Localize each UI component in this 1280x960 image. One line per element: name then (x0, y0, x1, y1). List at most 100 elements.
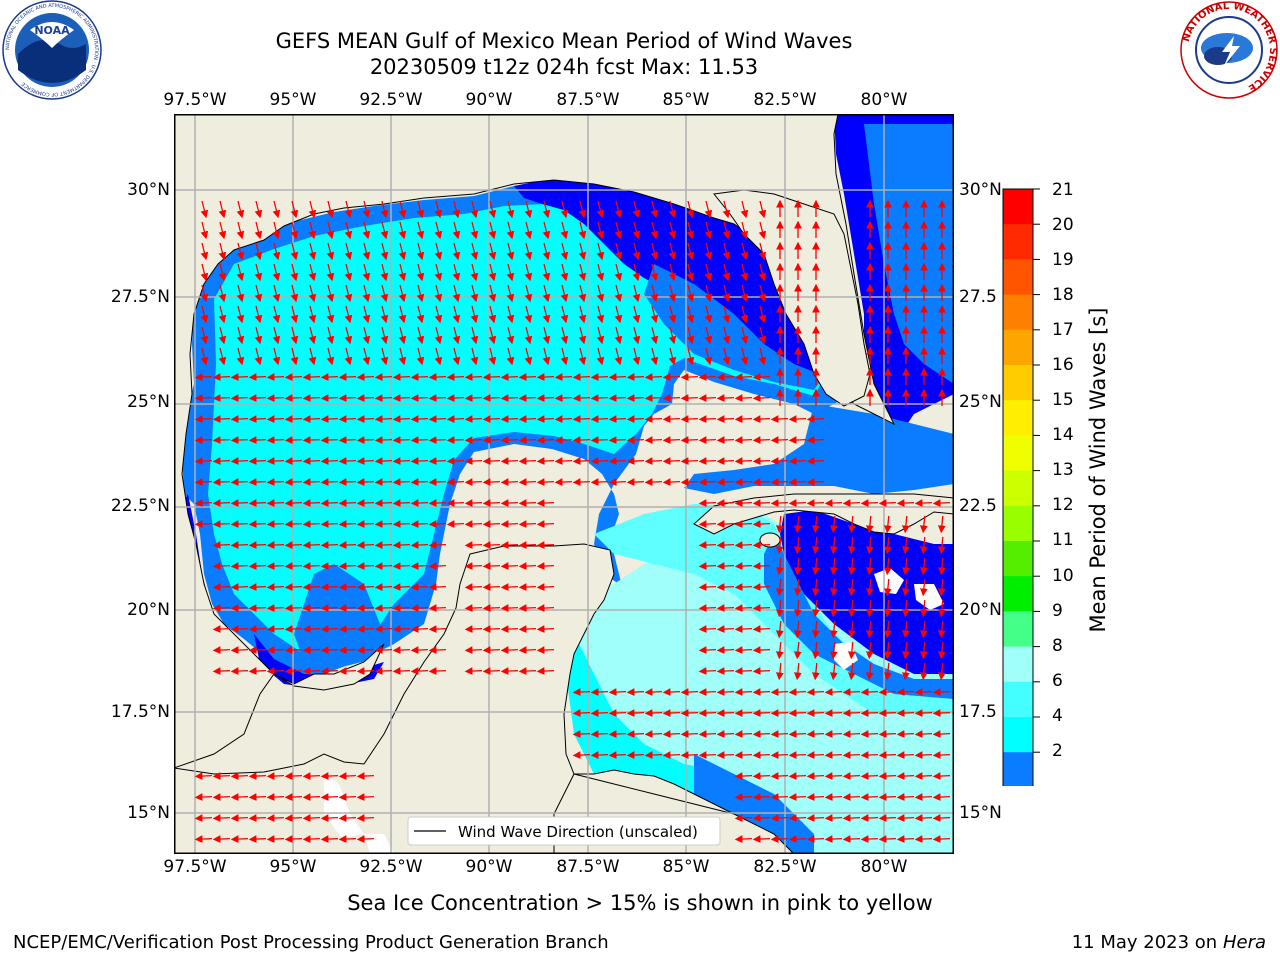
wave-direction-arrow (212, 583, 231, 591)
wave-direction-arrow (632, 284, 641, 303)
wave-direction-arrow (446, 394, 465, 402)
wave-direction-arrow (482, 562, 501, 570)
wave-direction-arrow (644, 709, 663, 717)
wave-direction-arrow (434, 305, 443, 324)
wave-direction-arrow (416, 221, 425, 240)
wave-direction-arrow (793, 620, 802, 639)
wave-direction-arrow (734, 457, 753, 465)
colorbar-tick: 17 (1052, 320, 1074, 340)
wave-direction-arrow (734, 583, 753, 591)
wave-direction-arrow (194, 814, 213, 822)
wave-direction-arrow (230, 604, 249, 612)
wave-direction-arrow (578, 200, 587, 219)
wave-direction-arrow (811, 641, 820, 660)
wave-direction-arrow (614, 347, 623, 366)
wave-direction-arrow (452, 326, 461, 345)
wave-direction-arrow (824, 772, 843, 780)
wave-direction-arrow (752, 772, 771, 780)
lon-label-bottom: 92.5°W (359, 857, 423, 877)
wave-direction-arrow (230, 499, 249, 507)
wave-direction-arrow (410, 457, 429, 465)
wave-direction-arrow (668, 263, 677, 282)
wave-direction-arrow (500, 415, 519, 423)
wave-direction-arrow (932, 793, 951, 801)
wave-direction-arrow (542, 200, 551, 219)
wave-direction-arrow (428, 625, 447, 633)
wave-direction-arrow (266, 583, 285, 591)
wave-direction-arrow (362, 347, 371, 366)
wave-direction-arrow (758, 305, 767, 324)
wave-direction-arrow (320, 793, 339, 801)
wave-direction-arrow (560, 284, 569, 303)
wave-direction-arrow (650, 221, 659, 240)
wave-direction-arrow (896, 751, 915, 759)
wave-direction-arrow (200, 242, 209, 261)
wave-direction-arrow (680, 436, 699, 444)
wave-direction-arrow (518, 415, 537, 423)
wave-direction-arrow (272, 284, 281, 303)
wave-direction-arrow (626, 415, 645, 423)
wave-direction-arrow (578, 347, 587, 366)
wave-direction-arrow (932, 730, 951, 738)
wave-direction-arrow (536, 436, 555, 444)
wave-direction-arrow (896, 730, 915, 738)
wave-direction-arrow (446, 457, 465, 465)
wave-direction-arrow (536, 457, 555, 465)
svg-text:NOAA: NOAA (34, 24, 70, 37)
wave-direction-arrow (662, 373, 681, 381)
wave-direction-arrow (716, 562, 735, 570)
wave-direction-arrow (644, 730, 663, 738)
wave-direction-arrow (236, 221, 245, 240)
wave-direction-arrow (542, 242, 551, 261)
wave-direction-arrow (811, 578, 820, 597)
wave-direction-arrow (248, 814, 267, 822)
wave-direction-arrow (842, 793, 861, 801)
wave-direction-arrow (218, 326, 227, 345)
wave-direction-arrow (248, 646, 267, 654)
wave-direction-arrow (266, 667, 285, 675)
wave-direction-arrow (500, 457, 519, 465)
wave-direction-arrow (218, 221, 227, 240)
wave-direction-arrow (398, 200, 407, 219)
wave-direction-arrow (572, 751, 591, 759)
wave-direction-arrow (686, 347, 695, 366)
wave-direction-arrow (770, 478, 789, 486)
wave-direction-arrow (506, 305, 515, 324)
wave-direction-arrow (680, 730, 699, 738)
wave-direction-arrow (392, 436, 411, 444)
wave-direction-arrow (596, 284, 605, 303)
colorbar-segment (1003, 470, 1033, 507)
wave-direction-arrow (919, 620, 928, 639)
wave-direction-arrow (302, 625, 321, 633)
wave-direction-arrow (698, 730, 717, 738)
wave-direction-arrow (698, 394, 717, 402)
wave-direction-arrow (650, 284, 659, 303)
wave-direction-arrow (932, 814, 951, 822)
lat-label-right: 30°N (959, 180, 1002, 200)
colorbar-segment (1003, 505, 1033, 542)
wave-direction-arrow (578, 263, 587, 282)
wave-direction-arrow (428, 541, 447, 549)
colorbar-segment (1003, 717, 1033, 753)
lat-label-left: 25°N (127, 392, 170, 412)
wave-direction-arrow (356, 520, 375, 528)
wave-direction-arrow (829, 662, 838, 681)
wave-direction-arrow (793, 515, 802, 534)
wave-direction-arrow (716, 625, 735, 633)
wave-direction-arrow (788, 436, 807, 444)
wave-direction-arrow (758, 347, 767, 366)
wave-direction-arrow (775, 557, 784, 576)
wave-direction-arrow (362, 242, 371, 261)
wave-direction-arrow (626, 478, 645, 486)
wave-direction-arrow (650, 242, 659, 261)
wave-direction-arrow (560, 221, 569, 240)
wave-direction-arrow (434, 284, 443, 303)
wave-direction-arrow (554, 436, 573, 444)
wave-direction-arrow (428, 583, 447, 591)
wave-direction-arrow (320, 604, 339, 612)
wave-direction-arrow (752, 793, 771, 801)
wave-direction-arrow (482, 583, 501, 591)
wave-direction-arrow (578, 326, 587, 345)
wave-direction-arrow (668, 347, 677, 366)
wave-direction-arrow (542, 305, 551, 324)
